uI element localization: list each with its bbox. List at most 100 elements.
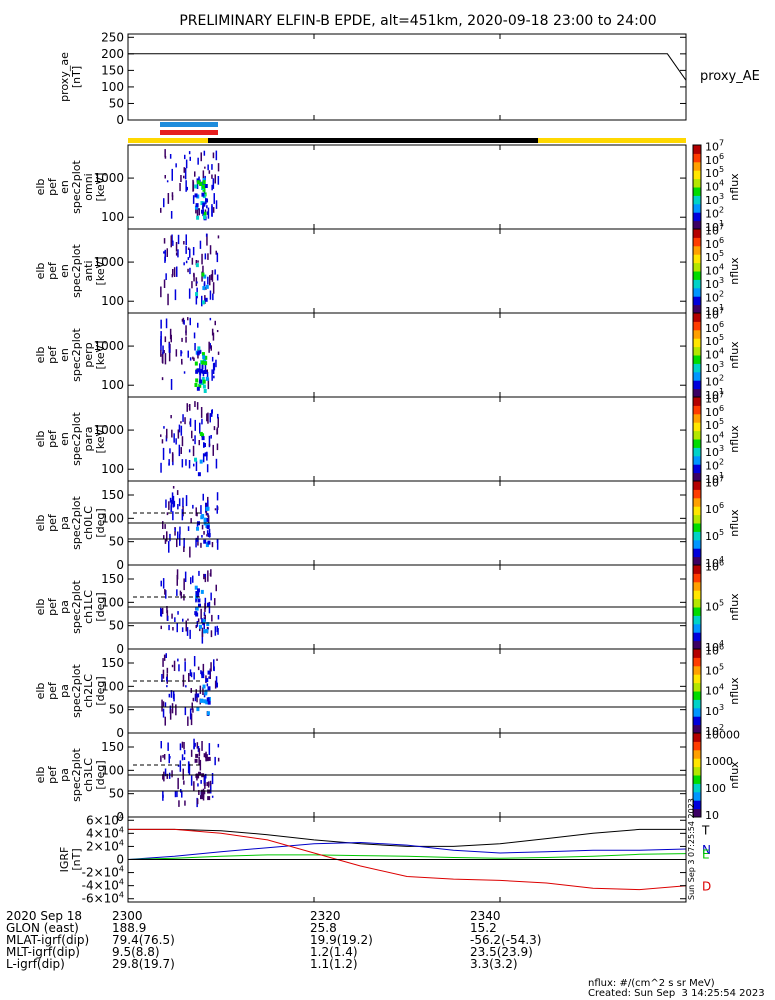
spectrogram-pixel [192,697,195,702]
colorbar-segment [693,170,701,180]
ylabel-line: en [58,264,71,278]
spectrogram-pixel [216,682,218,688]
spectrogram-pixel [193,273,195,282]
created-timestamp: Created: Sun Sep 3 14:25:54 2023 [588,988,765,999]
spectrogram-pixel [203,388,207,393]
spectrogram-pixel [195,538,197,548]
spectrogram-pixel [204,614,206,622]
ytick-label: 100 [101,595,124,609]
spectrogram-pixel [196,591,200,596]
spectrogram-pixel [202,180,206,185]
colorbar-segment [693,338,701,348]
spectrogram-pixel [199,759,202,771]
spectrogram-pixel [195,260,198,266]
spectrogram-pixel [195,507,197,516]
ytick-label: 50 [109,787,124,801]
spectrogram-pixel [179,183,181,192]
spectrogram-pixel [210,592,212,601]
spectrogram-pixel [197,598,201,603]
spectrogram-pixel [183,175,185,179]
spectrogram-pixel [163,754,166,760]
spectrogram-pixel [208,170,211,174]
spectrogram-pixel [199,459,203,464]
spectrogram-pixel [211,410,213,417]
spectrogram-pixel [164,589,166,595]
colorbar-title: nflux [728,257,741,285]
colorbar-label: 104 [705,683,724,698]
spectrogram-pixel [183,780,185,785]
spectrogram-pixel [168,624,170,631]
spectrogram-pixel [177,658,179,662]
spectrogram-pixel [160,319,162,329]
spectrogram-pixel [194,205,198,210]
spectrogram-pixel [210,783,212,794]
panel-ch3LC: 0 50 100 150 elb pef pa spec2plot ch3LC [deg] 10 10… [34,728,741,824]
ylabel-line: perp [82,342,95,367]
spectrogram-pixel [201,271,203,282]
ylabel-line: [deg] [94,592,107,621]
colorbar-segment [693,766,701,776]
spectrogram-pixel [197,618,200,622]
spectrogram-pixel [174,617,176,622]
spectrogram-pixel [180,447,182,454]
spectrogram-pixel [216,428,218,435]
spectrogram-pixel [188,288,191,299]
spectrogram-pixel [185,685,187,688]
spectrogram-pixel [198,757,200,765]
colorbar-segment [693,304,701,314]
spectrogram-pixel [176,266,178,277]
spectrogram-pixel [213,426,216,431]
spectrogram-pixel [164,702,167,708]
ylabel-line: spec2plot [70,412,83,466]
spectrogram-pixel [177,249,179,258]
spectrogram-pixel [174,791,177,798]
ytick-label: -2×104 [82,865,124,880]
spectrogram-pixel [202,379,206,384]
spectrogram-pixel [195,753,199,758]
spectrogram-pixel [202,370,205,377]
spectrogram-pixel [201,524,204,530]
series-proxy_AE [128,53,687,81]
spectrogram-pixel [193,738,195,750]
panel-igrf: TNED-6×104-4×104-2×10402×1044×1046×104IG… [58,812,711,905]
spectrogram-pixel [191,281,193,289]
spectrogram-pixel [205,506,209,511]
spectrogram-pixel [212,152,215,159]
spectrogram-pixel [204,574,207,583]
colorbar-frame [692,732,702,818]
spectrogram-pixel [201,295,203,307]
colorbar-segment [693,413,701,423]
spectrogram-pixel [200,542,202,548]
spectrogram-pixel [196,526,200,531]
spectrogram-pixel [202,453,205,463]
ytick-label: -6×104 [82,891,124,906]
spectrogram-pixel [209,413,211,423]
spectrogram-pixel [196,386,200,391]
spectrogram-pixel [195,612,199,617]
ylabel-line: [deg] [94,508,107,537]
spectrogram-pixel [192,247,195,256]
spectrogram-pixel [163,238,166,244]
spectrogram-pixel [211,773,214,785]
spectrogram-pixel [198,748,201,757]
spectrogram-pixel [174,289,177,301]
colorbar-segment [693,741,701,751]
spectrogram-pixel [198,349,202,354]
spectrogram-pixel [198,624,202,629]
spectrogram-pixel [209,275,211,286]
colorbar-segment [693,548,701,558]
spectrogram-pixel [214,626,217,636]
legend-proxy-ae: proxy_AE [700,69,760,84]
spectrogram-pixel [160,286,162,298]
colorbar-segment [693,405,701,415]
ylabel-line: [nT] [70,848,83,870]
spectrogram-pixel [203,775,206,786]
spectrogram-pixel [217,351,220,355]
spectrogram-pixel [176,623,178,633]
spectrogram-pixel [188,449,191,453]
spectrogram-pixel [172,486,175,489]
spectrogram-pixel [217,176,220,185]
spectrogram-pixel [160,755,162,762]
spectrogram-pixel [181,754,184,761]
spectrogram-pixel [206,413,208,422]
